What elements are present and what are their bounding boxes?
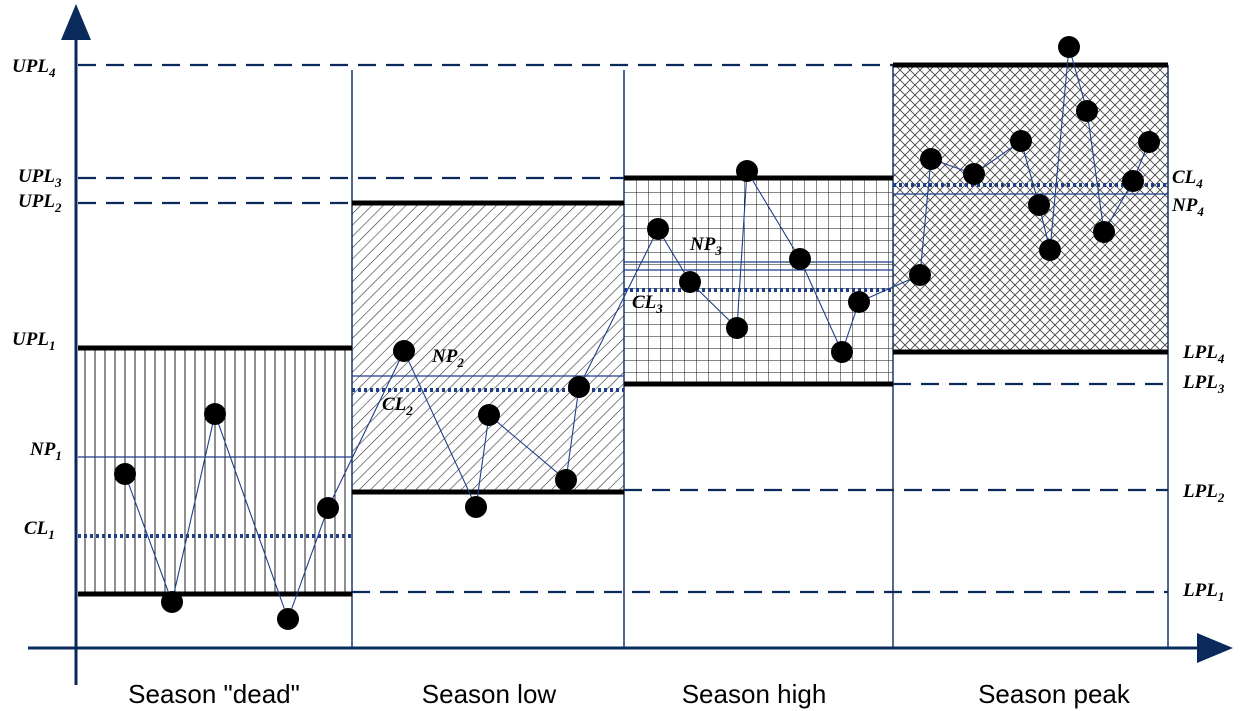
season-label-peak: Season peak	[978, 679, 1131, 709]
label-np4: NP4	[1171, 195, 1204, 219]
data-point	[555, 469, 577, 491]
season-separators	[351, 65, 1169, 648]
data-point	[679, 271, 701, 293]
label-np1: NP1	[29, 439, 62, 463]
inline-labels: NP2 CL2 NP3 CL3	[382, 234, 722, 418]
right-labels: CL4 NP4 LPL4 LPL3 LPL2 LPL1	[1171, 167, 1225, 604]
season-label-low: Season low	[422, 679, 557, 709]
dashed-limit-lines	[78, 63, 1168, 594]
label-np2: NP2	[431, 346, 464, 370]
data-point	[317, 497, 339, 519]
label-lpl2: LPL2	[1182, 481, 1225, 505]
season-label-dead: Season "dead"	[128, 679, 300, 709]
label-cl2: CL2	[382, 394, 413, 418]
label-lpl4: LPL4	[1182, 342, 1225, 366]
data-point	[963, 163, 985, 185]
data-point	[909, 264, 931, 286]
data-point	[1010, 130, 1032, 152]
data-point	[1138, 131, 1160, 153]
np-lines	[78, 193, 1168, 458]
season-label-high: Season high	[682, 679, 827, 709]
data-point	[789, 248, 811, 270]
label-cl1: CL1	[24, 518, 55, 542]
data-point	[1076, 100, 1098, 122]
data-point	[478, 404, 500, 426]
data-point	[647, 218, 669, 240]
label-lpl3: LPL3	[1182, 372, 1225, 396]
band-season-low	[352, 203, 624, 492]
left-labels: UPL4 UPL3 UPL2 UPL1 NP1 CL1	[12, 56, 62, 542]
label-upl3: UPL3	[18, 166, 62, 190]
axes	[28, 4, 1233, 685]
data-point	[568, 376, 590, 398]
season-bands	[78, 65, 1168, 594]
data-series-line	[124, 46, 1150, 621]
label-lpl1: LPL1	[1182, 580, 1224, 604]
label-np3: NP3	[689, 234, 722, 258]
data-point	[848, 291, 870, 313]
data-point	[736, 160, 758, 182]
data-point	[393, 340, 415, 362]
data-point	[831, 341, 853, 363]
cl-lines	[78, 183, 1168, 538]
label-upl1: UPL1	[12, 329, 55, 353]
data-point	[726, 317, 748, 339]
data-point	[465, 496, 487, 518]
data-point	[114, 463, 136, 485]
data-point	[1039, 239, 1061, 261]
label-upl2: UPL2	[18, 191, 62, 215]
data-point	[161, 591, 183, 613]
label-cl4: CL4	[1172, 167, 1203, 191]
data-point	[1028, 194, 1050, 216]
label-upl4: UPL4	[12, 56, 56, 80]
data-point	[1058, 36, 1080, 58]
data-point	[1093, 221, 1115, 243]
band-borders	[78, 62, 1168, 597]
data-point	[1122, 170, 1144, 192]
data-point	[277, 608, 299, 630]
data-points	[114, 36, 1160, 630]
label-cl3: CL3	[632, 292, 663, 316]
data-point	[204, 403, 226, 425]
data-point	[920, 148, 942, 170]
season-labels: Season "dead" Season low Season high Sea…	[128, 679, 1131, 709]
